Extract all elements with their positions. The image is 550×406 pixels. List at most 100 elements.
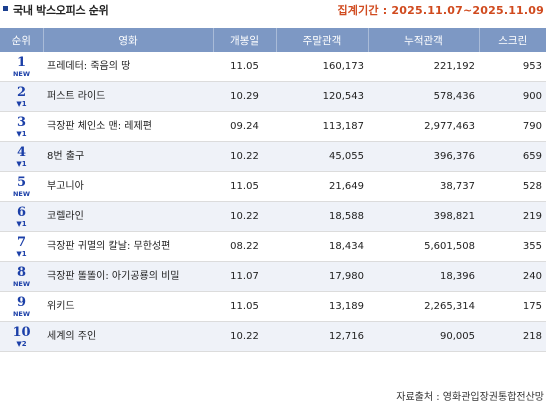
title-bullet-icon xyxy=(3,6,8,11)
table-row[interactable]: 3 ▼1 극장판 체인소 맨: 레제편 09.24 113,187 2,977,463 79… xyxy=(0,111,546,142)
screen-count: 355 xyxy=(479,231,546,262)
total-audience: 18,396 xyxy=(368,261,479,292)
table-row[interactable]: 8 NEW 극장판 똘똘이: 아기공룡의 비밀 11.07 17,980 18,396 24… xyxy=(0,261,546,292)
col-header-movie: 영화 xyxy=(42,28,213,52)
rank-new-badge: NEW xyxy=(12,189,31,198)
rank-number: 5 xyxy=(16,174,27,190)
total-audience: 90,005 xyxy=(368,321,479,352)
movie-title[interactable]: 프레데터: 죽음의 땅 xyxy=(43,52,213,82)
table-row[interactable]: 4 ▼1 8번 출구 10.22 45,055 396,376 659 xyxy=(0,141,546,172)
rank-cell: 10 ▼2 xyxy=(0,321,43,352)
screen-count: 240 xyxy=(479,261,546,292)
weekend-audience: 160,173 xyxy=(276,52,368,82)
table-row[interactable]: 7 ▼1 극장판 귀멸의 칼날: 무한성편 08.22 18,434 5,601,508 3… xyxy=(0,231,546,262)
rank-number: 6 xyxy=(16,204,27,220)
open-date: 08.22 xyxy=(213,231,276,262)
panel-title: 국내 박스오피스 순위 xyxy=(13,4,109,17)
rank-number: 4 xyxy=(16,144,27,160)
rank-number: 7 xyxy=(16,234,27,250)
weekend-audience: 17,980 xyxy=(276,261,368,292)
table-row[interactable]: 6 ▼1 코렐라인 10.22 18,588 398,821 219 xyxy=(0,201,546,232)
rank-new-badge: NEW xyxy=(12,69,31,78)
open-date: 09.24 xyxy=(213,111,276,142)
panel-header: 국내 박스오피스 순위 집계기간 : 2025.11.07~2025.11.09 xyxy=(0,0,550,24)
rank-new-badge: NEW xyxy=(12,309,31,318)
total-audience: 38,737 xyxy=(368,171,479,202)
rank-cell: 9 NEW xyxy=(0,291,43,322)
col-header-total-audience: 누적관객 xyxy=(367,28,479,52)
weekend-audience: 120,543 xyxy=(276,81,368,112)
open-date: 11.05 xyxy=(213,171,276,202)
movie-title[interactable]: 세계의 주인 xyxy=(43,321,213,352)
rank-change-indicator: ▼1 xyxy=(16,159,27,168)
screen-count: 218 xyxy=(479,321,546,352)
rank-change-indicator: ▼1 xyxy=(16,99,27,108)
movie-title[interactable]: 퍼스트 라이드 xyxy=(43,81,213,112)
col-header-screens: 스크린 xyxy=(478,28,546,52)
rank-number: 9 xyxy=(16,294,27,310)
rank-cell: 3 ▼1 xyxy=(0,111,43,142)
movie-title[interactable]: 극장판 똘똘이: 아기공룡의 비밀 xyxy=(43,261,213,292)
rank-cell: 6 ▼1 xyxy=(0,201,43,232)
table-header-row: 순위 영화 개봉일 주말관객 누적관객 스크린 xyxy=(0,28,546,52)
rank-cell: 5 NEW xyxy=(0,171,43,202)
screen-count: 175 xyxy=(479,291,546,322)
screen-count: 659 xyxy=(479,141,546,172)
weekend-audience: 12,716 xyxy=(276,321,368,352)
open-date: 10.22 xyxy=(213,201,276,232)
rank-number: 2 xyxy=(16,84,27,100)
period-label: 집계기간 : 2025.11.07~2025.11.09 xyxy=(337,4,544,17)
weekend-audience: 18,434 xyxy=(276,231,368,262)
weekend-audience: 21,649 xyxy=(276,171,368,202)
col-header-open-date: 개봉일 xyxy=(212,28,276,52)
open-date: 11.07 xyxy=(213,261,276,292)
weekend-audience: 113,187 xyxy=(276,111,368,142)
col-header-weekend-audience: 주말관객 xyxy=(275,28,368,52)
weekend-audience: 18,588 xyxy=(276,201,368,232)
rank-cell: 7 ▼1 xyxy=(0,231,43,262)
rank-cell: 1 NEW xyxy=(0,52,43,82)
total-audience: 2,977,463 xyxy=(368,111,479,142)
open-date: 10.22 xyxy=(213,141,276,172)
screen-count: 953 xyxy=(479,52,546,82)
open-date: 10.29 xyxy=(213,81,276,112)
total-audience: 396,376 xyxy=(368,141,479,172)
table-row[interactable]: 2 ▼1 퍼스트 라이드 10.29 120,543 578,436 900 xyxy=(0,81,546,112)
rank-number: 10 xyxy=(12,324,31,340)
movie-title[interactable]: 코렐라인 xyxy=(43,201,213,232)
table-row[interactable]: 9 NEW 위키드 11.05 13,189 2,265,314 175 xyxy=(0,291,546,322)
movie-title[interactable]: 8번 출구 xyxy=(43,141,213,172)
rank-cell: 8 NEW xyxy=(0,261,43,292)
movie-title[interactable]: 극장판 체인소 맨: 레제편 xyxy=(43,111,213,142)
movie-title[interactable]: 위키드 xyxy=(43,291,213,322)
screen-count: 790 xyxy=(479,111,546,142)
weekend-audience: 13,189 xyxy=(276,291,368,322)
screen-count: 219 xyxy=(479,201,546,232)
total-audience: 5,601,508 xyxy=(368,231,479,262)
screen-count: 528 xyxy=(479,171,546,202)
total-audience: 578,436 xyxy=(368,81,479,112)
source-note: 자료출처 : 영화관입장권통합전산망 xyxy=(396,392,544,403)
rank-cell: 2 ▼1 xyxy=(0,81,43,112)
rank-number: 3 xyxy=(16,114,27,130)
movie-title[interactable]: 극장판 귀멸의 칼날: 무한성편 xyxy=(43,231,213,262)
total-audience: 398,821 xyxy=(368,201,479,232)
rank-change-indicator: ▼2 xyxy=(16,339,27,348)
table-row[interactable]: 5 NEW 부고니아 11.05 21,649 38,737 528 xyxy=(0,171,546,202)
rank-change-indicator: ▼1 xyxy=(16,249,27,258)
open-date: 10.22 xyxy=(213,321,276,352)
total-audience: 2,265,314 xyxy=(368,291,479,322)
rank-change-indicator: ▼1 xyxy=(16,219,27,228)
table-row[interactable]: 1 NEW 프레데터: 죽음의 땅 11.05 160,173 221,192 953 xyxy=(0,52,546,82)
col-header-rank: 순위 xyxy=(0,28,43,52)
open-date: 11.05 xyxy=(213,52,276,82)
rank-number: 8 xyxy=(16,264,27,280)
weekend-audience: 45,055 xyxy=(276,141,368,172)
screen-count: 900 xyxy=(479,81,546,112)
movie-title[interactable]: 부고니아 xyxy=(43,171,213,202)
rank-number: 1 xyxy=(16,54,27,70)
table-row[interactable]: 10 ▼2 세계의 주인 10.22 12,716 90,005 218 xyxy=(0,321,546,352)
open-date: 11.05 xyxy=(213,291,276,322)
